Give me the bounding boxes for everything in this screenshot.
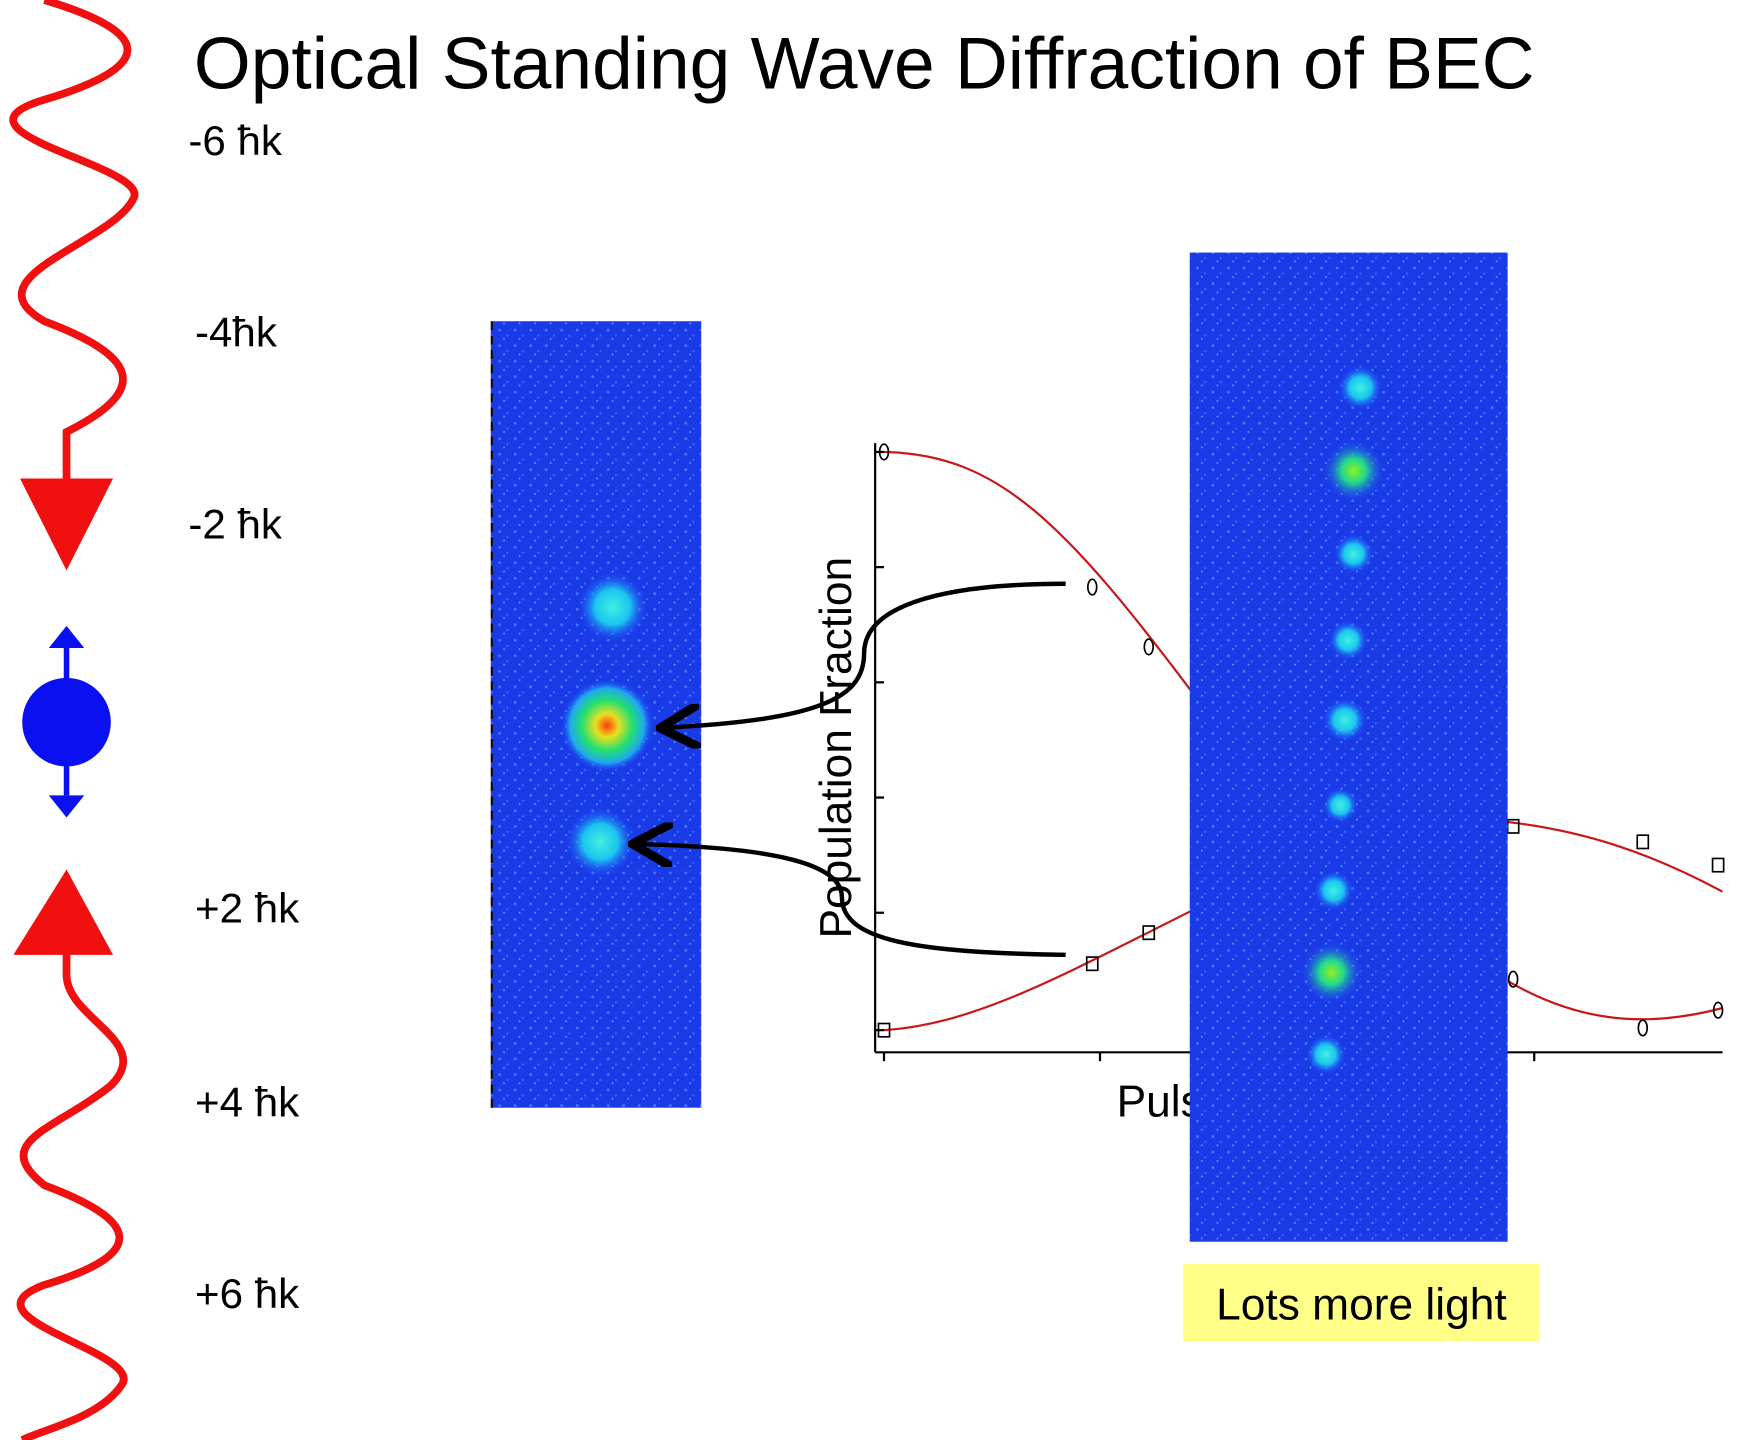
arrow-head: [13, 870, 113, 955]
momentum-label: +4 ħk: [195, 1079, 300, 1126]
light-wave: [13, 0, 134, 487]
bec-peak: [561, 679, 654, 772]
fit-curve: [1507, 822, 1723, 892]
slide: Optical Standing Wave Diffraction of BEC…: [0, 0, 1737, 1440]
momentum-label: -2 ħk: [188, 500, 283, 547]
title: Optical Standing Wave Diffraction of BEC: [194, 24, 1535, 105]
callout: Lots more light: [1216, 1280, 1507, 1329]
momentum-label: +2 ħk: [195, 885, 300, 932]
connector-arrow: [665, 584, 1066, 728]
arrow-head: [49, 626, 84, 648]
arrow-head: [20, 479, 113, 571]
light-wave: [21, 930, 124, 1440]
bec-peak: [577, 572, 648, 643]
arrow-head: [49, 795, 84, 817]
fit-curve: [1507, 980, 1723, 1019]
fit-curve: [884, 452, 1196, 698]
atom: [22, 678, 111, 767]
momentum-label: -4ħk: [195, 309, 278, 356]
momentum-label: +6 ħk: [195, 1270, 300, 1317]
bec-peak: [565, 806, 636, 877]
momentum-label: -6 ħk: [188, 117, 283, 164]
